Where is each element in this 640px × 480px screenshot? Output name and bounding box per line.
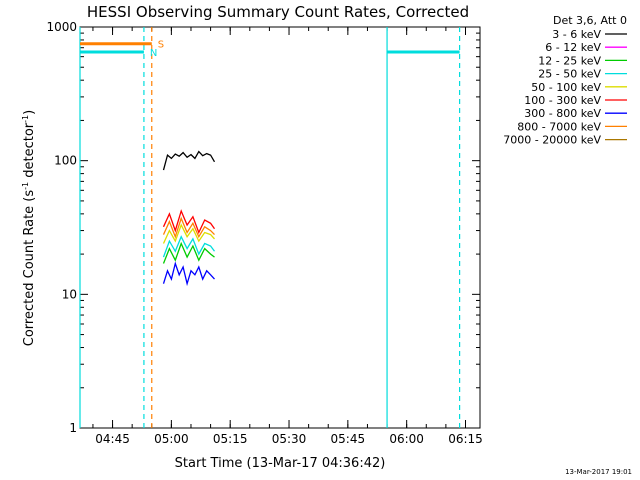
legend-header: Det 3,6, Att 0 (553, 14, 627, 27)
series-line (162, 261, 215, 287)
interval-label: S (158, 40, 164, 51)
series-line (162, 223, 215, 244)
svg-text:Corrected Count Rate (s-1 dete: Corrected Count Rate (s-1 detector-1) (21, 110, 37, 346)
series-line (162, 241, 215, 264)
x-tick-label: 05:30 (272, 432, 307, 446)
legend-entry-label: 100 - 300 keV (524, 94, 601, 107)
y-tick-label: 1000 (46, 20, 77, 34)
plot-area: 1 10 100 1000 04:45 05:00 05:15 05:30 05:45 06:00… (46, 20, 482, 446)
y-tick-label: 1 (69, 421, 77, 435)
legend-entry-label: 25 - 50 keV (538, 68, 601, 81)
y-tick-label: 100 (54, 154, 77, 168)
interval-label: N (150, 48, 157, 59)
x-tick-label: 05:00 (154, 432, 189, 446)
series-line (162, 235, 216, 258)
legend-entry-label: 6 - 12 keV (545, 41, 601, 54)
x-axis-label: Start Time (13-Mar-17 04:36:42) (175, 456, 386, 471)
x-tick-label: 06:00 (389, 432, 424, 446)
y-axis-label-part: detector (22, 122, 37, 182)
legend-entry-label: 50 - 100 keV (531, 81, 601, 94)
y-axis-label-part: ) (22, 110, 37, 115)
legend-entry-label: 7000 - 20000 keV (503, 134, 601, 147)
legend-entry-label: 800 - 7000 keV (517, 120, 601, 133)
legend-entry-label: 300 - 800 keV (524, 107, 601, 120)
plot-frame (79, 26, 481, 429)
y-axis-label: Corrected Count Rate (s-1 detector-1) (21, 110, 37, 346)
chart-title: HESSI Observing Summary Count Rates, Cor… (87, 3, 469, 21)
y-axis-label-superscript: -1 (21, 115, 30, 123)
series-line (162, 150, 216, 171)
series-line (162, 209, 216, 235)
footer-date: 13-Mar-2017 19:01 (565, 468, 632, 476)
x-tick-label: 05:45 (331, 432, 366, 446)
x-tick-label: 06:15 (448, 432, 483, 446)
y-axis-label-part: Corrected Count Rate (s (22, 190, 37, 347)
x-tick-label: 05:15 (213, 432, 248, 446)
legend-entry-label: 12 - 25 keV (538, 54, 601, 67)
x-tick-label: 04:45 (95, 432, 130, 446)
y-tick-label: 10 (62, 287, 77, 301)
y-axis-label-superscript: -1 (21, 182, 30, 190)
legend-entry-label: 3 - 6 keV (552, 28, 601, 41)
series-line (162, 216, 215, 239)
